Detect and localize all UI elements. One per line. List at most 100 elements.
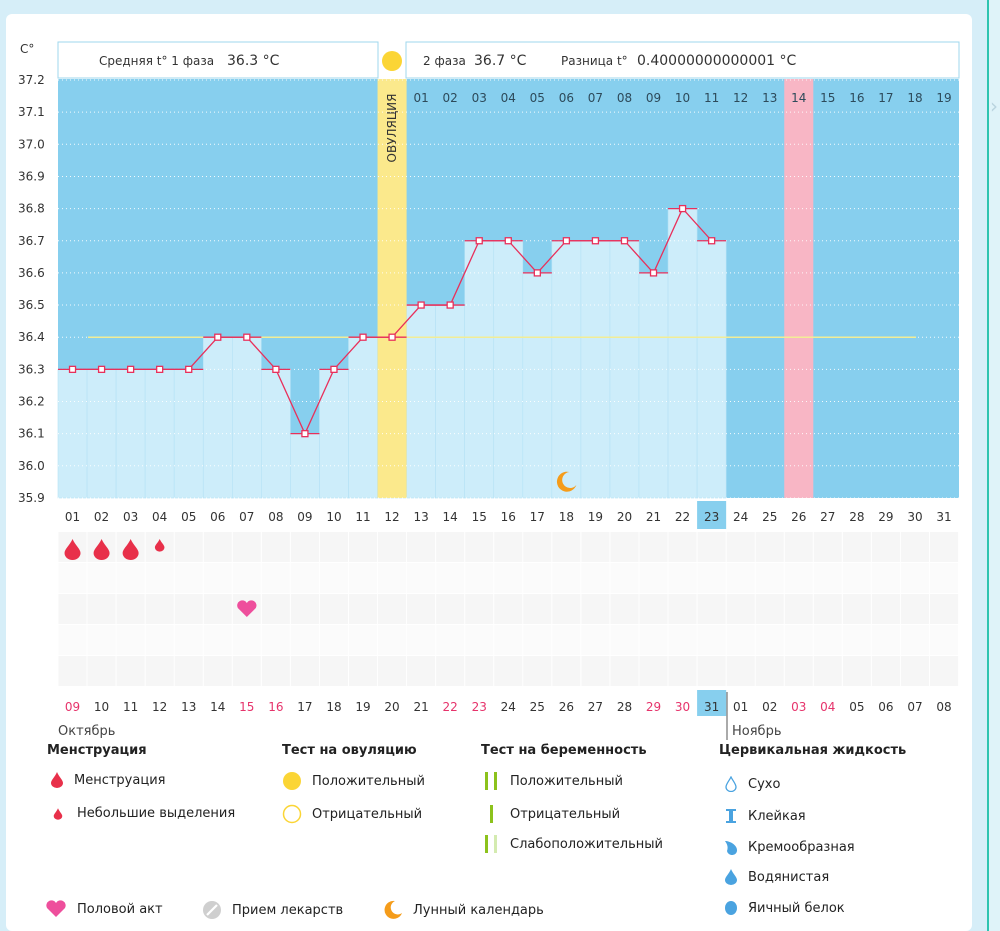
heart-icon xyxy=(237,600,257,617)
legend-intercourse-label: Половой акт xyxy=(77,901,163,917)
legend-menstruation: Менструация xyxy=(50,772,165,788)
drop-icon xyxy=(64,539,81,560)
cycle-day-label: 12 xyxy=(384,510,399,524)
cycle-day-label: 24 xyxy=(733,510,748,524)
chevron-right-icon[interactable]: › xyxy=(990,94,998,118)
date-label: 04 xyxy=(820,700,835,714)
legend-intercourse: Половой акт xyxy=(45,900,163,918)
date-label: 03 xyxy=(791,700,806,714)
temp-point xyxy=(678,204,687,213)
temp-point xyxy=(330,365,338,374)
temp-bar xyxy=(319,369,349,499)
cycle-day-label: 30 xyxy=(907,510,922,524)
phase2-day-label: 10 xyxy=(675,91,690,105)
legend-cervical-watery: Водянистая xyxy=(724,869,829,885)
phase2-day-label: 14 xyxy=(791,91,806,105)
phase2-day-label: 01 xyxy=(413,91,428,105)
date-label: 29 xyxy=(646,700,661,714)
moon-icon xyxy=(384,900,402,919)
date-label: 22 xyxy=(443,700,458,714)
legend-cervical-creamy-label: Кремообразная xyxy=(748,839,855,855)
temp-point xyxy=(301,429,309,438)
drop-icon xyxy=(154,539,165,552)
cycle-day-label: 26 xyxy=(791,510,806,524)
cycle-day-label: 11 xyxy=(355,510,370,524)
side-panel-inner xyxy=(989,0,1000,931)
phase2-day-label: 07 xyxy=(588,91,603,105)
cycle-day-label: 08 xyxy=(268,510,283,524)
temp-point xyxy=(620,237,629,245)
cycle-day-label: 28 xyxy=(849,510,864,524)
cycle-day-label: 31 xyxy=(936,510,951,524)
legend-moon-label: Лунный календарь xyxy=(413,902,544,918)
temp-point xyxy=(533,269,541,277)
legend-ovulation-negative: Отрицательный xyxy=(282,804,422,824)
phase2-day-label: 08 xyxy=(617,91,632,105)
date-label: 25 xyxy=(530,700,545,714)
y-tick-label: 36.9 xyxy=(18,169,45,183)
y-tick-label: 37.1 xyxy=(18,105,45,119)
date-label: 24 xyxy=(501,700,516,714)
legend-ovulation-title: Тест на овуляцию xyxy=(282,743,417,758)
temp-point xyxy=(446,301,454,309)
phase2-day-label: 19 xyxy=(936,91,951,105)
date-label: 28 xyxy=(617,700,632,714)
faint-line-icon xyxy=(485,835,497,853)
phase1-header-box xyxy=(57,41,379,79)
legend-cervical-watery-label: Водянистая xyxy=(748,869,830,885)
date-label: 23 xyxy=(472,700,487,714)
date-label: 07 xyxy=(907,700,922,714)
cycle-day-label: 15 xyxy=(472,510,487,524)
date-label: 17 xyxy=(297,700,312,714)
temp-bar xyxy=(348,336,378,499)
temp-bar xyxy=(202,336,233,499)
legend-cervical-sticky: Клейкая xyxy=(724,808,806,824)
legend-pregnancy-negative-label: Отрицательный xyxy=(510,806,621,822)
y-tick-label: 36.3 xyxy=(18,362,45,376)
date-label: 20 xyxy=(384,700,399,714)
legend-cervical-dry: Сухо xyxy=(724,776,780,792)
cycle-day-label: 09 xyxy=(297,510,312,524)
date-label: 31 xyxy=(704,700,719,714)
legend-menstruation-title: Менструация xyxy=(47,743,147,758)
small-drop-icon xyxy=(53,807,63,820)
temp-point xyxy=(707,237,716,245)
temp-bar xyxy=(580,240,611,499)
phase2-day-label: 18 xyxy=(907,91,922,105)
temp-bar xyxy=(464,240,495,499)
pill-icon xyxy=(203,901,221,919)
phase2-label: 2 фаза xyxy=(423,54,466,68)
cycle-day-label: 04 xyxy=(152,510,167,524)
cycle-day-label: 17 xyxy=(530,510,545,524)
temp-bar xyxy=(638,272,669,499)
cycle-day-label: 13 xyxy=(413,510,428,524)
moon-icon xyxy=(556,471,577,492)
phase2-value: 36.7 °C xyxy=(474,53,527,69)
cycle-day-label: 14 xyxy=(443,510,458,524)
cycle-day-label: 18 xyxy=(559,510,574,524)
temp-point xyxy=(417,301,425,309)
cycle-day-label: 06 xyxy=(210,510,225,524)
legend-ovulation-positive-label: Положительный xyxy=(312,773,425,789)
legend-cervical-eggwhite-label: Яичный белок xyxy=(748,900,845,916)
temp-bar xyxy=(86,369,117,499)
temp-bar xyxy=(696,240,727,499)
hourglass-icon xyxy=(726,809,736,823)
date-label: 08 xyxy=(936,700,951,714)
date-label: 16 xyxy=(268,700,283,714)
cycle-day-label: 03 xyxy=(123,510,138,524)
symptom-row xyxy=(58,532,959,562)
phase2-day-label: 03 xyxy=(472,91,487,105)
date-label: 09 xyxy=(65,700,80,714)
date-label: 05 xyxy=(849,700,864,714)
diff-label: Разница t° xyxy=(561,54,628,68)
cycle-day-label: 20 xyxy=(617,510,632,524)
cycle-day-label: 16 xyxy=(501,510,516,524)
phase2-day-label: 11 xyxy=(704,91,719,105)
ovulation-column xyxy=(377,79,407,498)
phase2-header-box xyxy=(405,41,960,79)
phase1-value: 36.3 °C xyxy=(227,53,280,69)
y-tick-label: 37.2 xyxy=(18,73,45,87)
phase2-day-label: 15 xyxy=(820,91,835,105)
legend-cervical-creamy: Кремообразная xyxy=(724,839,855,855)
